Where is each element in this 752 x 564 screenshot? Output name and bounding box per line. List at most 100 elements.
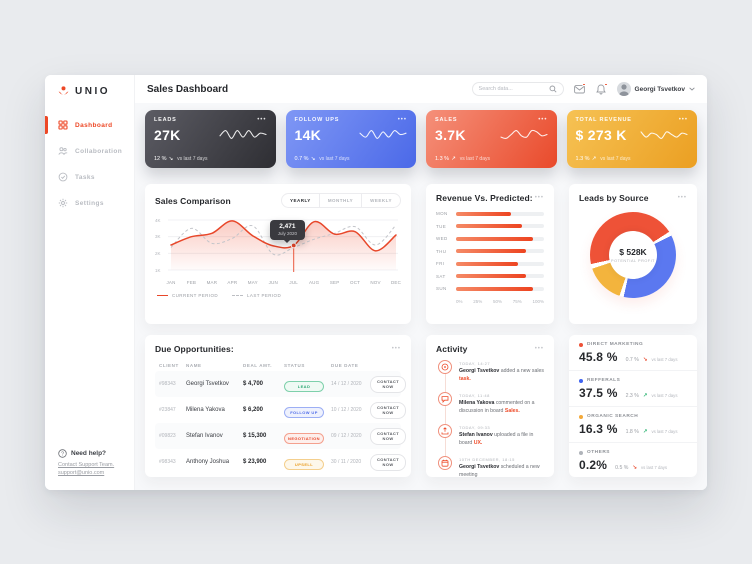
sidebar-menu: Dashboard Collaboration Tasks Settings bbox=[45, 112, 134, 216]
sidebar-item-label: Collaboration bbox=[75, 147, 123, 155]
bar-row-fri: FRI bbox=[436, 261, 544, 266]
bar-row-mon: MON bbox=[436, 211, 544, 216]
help-section: ? Need help? Contact Support Team. suppo… bbox=[45, 439, 134, 490]
kpi-delta: 1.3 % bbox=[435, 156, 450, 162]
kpi-value: 14K bbox=[294, 126, 322, 143]
column-header: DEAL AMT. bbox=[243, 363, 273, 368]
more-menu-icon[interactable]: ••• bbox=[677, 195, 687, 201]
y-axis-tick: 3K bbox=[155, 234, 161, 240]
legend-line-icon bbox=[157, 295, 168, 296]
more-menu-icon[interactable]: ••• bbox=[391, 346, 401, 352]
x-axis-tick: APR bbox=[227, 280, 238, 285]
stat-label: OTHERS bbox=[587, 450, 610, 455]
table-row: #98343 Anthony Joshua $ 23,900 UPSELL 30 / 1… bbox=[155, 449, 407, 475]
sidebar-item-dashboard[interactable]: Dashboard bbox=[45, 112, 134, 138]
revenue-bar-axis: 0% 25% 50% 75% 100% bbox=[436, 299, 544, 304]
stat-note: vs last 7 days bbox=[651, 393, 678, 398]
user-menu[interactable]: Georgi Tsvetkov bbox=[616, 82, 695, 96]
contact-now-button[interactable]: CONTACT NOW bbox=[370, 375, 407, 393]
x-axis-tick: 75% bbox=[512, 298, 522, 304]
stat-label: DIRECT MARKETING bbox=[587, 342, 644, 347]
more-menu-icon[interactable]: ••• bbox=[538, 116, 548, 123]
kpi-delta: 0.7 % bbox=[294, 156, 309, 162]
revenue-bars: MON TUE WED THU FRI SAT SUN bbox=[436, 211, 544, 291]
sidebar-item-collaboration[interactable]: Collaboration bbox=[45, 138, 134, 164]
search-input[interactable] bbox=[478, 86, 549, 92]
kpi-note: vs last 7 days bbox=[177, 156, 208, 162]
bar-row-wed: WED bbox=[436, 236, 544, 241]
stat-dot-icon bbox=[579, 378, 583, 383]
kpi-label: SALES bbox=[435, 117, 458, 123]
sidebar-item-tasks[interactable]: Tasks bbox=[45, 164, 134, 190]
stat-label: ORGANIC SEARCH bbox=[587, 414, 639, 419]
activity-text: Stefan Ivanov uploaded a file in board U… bbox=[459, 432, 534, 446]
activity-timeline: TODAY, 14:27 Georgi Tsvetkov added a new … bbox=[436, 360, 544, 479]
sidebar-item-settings[interactable]: Settings bbox=[45, 190, 134, 216]
x-axis-tick: SEP bbox=[329, 280, 340, 285]
bar-row-thu: THU bbox=[436, 249, 544, 254]
contact-now-button[interactable]: CONTACT NOW bbox=[370, 453, 407, 471]
kpi-row: LEADS ••• 27K 12 % ↘ vs last 7 days FOLLOW UPS… bbox=[145, 110, 697, 168]
kpi-label: LEADS bbox=[154, 117, 177, 123]
x-axis-tick: MAY bbox=[247, 280, 258, 285]
bar-label: MON bbox=[436, 211, 448, 216]
activity-time: TODAY, 09:33 bbox=[459, 425, 491, 431]
bar-fill bbox=[456, 211, 511, 216]
more-menu-icon[interactable]: ••• bbox=[678, 116, 688, 123]
stat-value: 16.3 % bbox=[579, 422, 618, 436]
more-menu-icon[interactable]: ••• bbox=[257, 116, 267, 123]
x-axis-tick: 0% bbox=[456, 298, 463, 304]
legend-dash-icon bbox=[232, 295, 244, 296]
activity-accent[interactable]: task. bbox=[459, 375, 471, 382]
deal-amount: $ 23,900 bbox=[243, 459, 267, 465]
contact-now-button[interactable]: CONTACT NOW bbox=[370, 401, 407, 419]
messages-icon[interactable] bbox=[573, 82, 586, 96]
support-team-link[interactable]: Contact Support Team. bbox=[58, 462, 115, 468]
chart-legend: CURRENT PERIOD LAST PERIOD bbox=[155, 293, 401, 298]
support-email-link[interactable]: support@unio.com bbox=[58, 470, 105, 476]
search-icon[interactable] bbox=[549, 85, 557, 93]
logo[interactable]: UNIO bbox=[45, 75, 134, 106]
tab-monthly[interactable]: MONTHLY bbox=[318, 194, 361, 207]
bar-label: SUN bbox=[436, 286, 447, 291]
more-menu-icon[interactable]: ••• bbox=[397, 116, 407, 123]
more-menu-icon[interactable]: ••• bbox=[534, 195, 544, 201]
trend-down-icon: ↘ bbox=[168, 156, 174, 162]
revenue-vs-predicted-card: Revenue Vs. Predicted: ••• MON TUE WED THU F… bbox=[426, 184, 554, 324]
bar-label: THU bbox=[436, 248, 447, 254]
sparkline-chart bbox=[640, 126, 688, 143]
avatar bbox=[616, 82, 631, 96]
kpi-delta: 12 % bbox=[154, 156, 167, 162]
page-title: Sales Dashboard bbox=[147, 83, 229, 95]
bar-fill bbox=[456, 224, 522, 228]
stat-value: 45.8 % bbox=[579, 350, 618, 364]
activity-time: TODAY, 14:27 bbox=[459, 361, 491, 366]
table-body: #98343 Georgi Tsvetkov $ 4,700 LEAD 14 / 12 … bbox=[155, 371, 407, 475]
main-content: LEADS ••• 27K 12 % ↘ vs last 7 days FOLLOW UPS… bbox=[135, 103, 707, 490]
calendar-icon bbox=[438, 456, 452, 471]
tab-weekly[interactable]: WEEKLY bbox=[361, 194, 400, 207]
more-menu-icon[interactable]: ••• bbox=[534, 346, 544, 352]
bar-track bbox=[456, 261, 544, 266]
sparkline-chart bbox=[499, 126, 548, 143]
sidebar-item-label: Dashboard bbox=[75, 121, 113, 129]
bar-track bbox=[456, 224, 544, 228]
stat-value: 37.5 % bbox=[579, 386, 618, 400]
stat-note: vs last 7 days bbox=[651, 429, 678, 434]
activity-item: TODAY, 11:48 Milena Yakova commented on a… bbox=[438, 392, 544, 415]
sales-comparison-title: Sales Comparison bbox=[155, 195, 231, 206]
x-axis-tick: JUL bbox=[289, 280, 299, 285]
stat-refferals: REFFERALS 37.5 % 2.3 % ↗ vs last 7 days bbox=[569, 370, 697, 406]
trend-down-icon: ↘ bbox=[632, 465, 638, 471]
x-axis-tick: OCT bbox=[350, 280, 361, 285]
tab-yearly[interactable]: YEARLY bbox=[289, 198, 311, 203]
table-row: #23847 Milena Yakova $ 6,200 FOLLOW UP 10 / … bbox=[155, 397, 407, 423]
column-header: DUE DATE bbox=[331, 363, 359, 368]
notifications-icon[interactable] bbox=[595, 82, 608, 96]
activity-time: TODAY, 11:48 bbox=[459, 393, 490, 399]
kpi-value: $ 273 K bbox=[575, 126, 627, 143]
contact-now-button[interactable]: CONTACT NOW bbox=[370, 427, 407, 445]
activity-accent[interactable]: UX. bbox=[473, 439, 483, 446]
activity-accent[interactable]: Sales. bbox=[504, 407, 520, 414]
unio-logo-icon bbox=[57, 85, 70, 98]
